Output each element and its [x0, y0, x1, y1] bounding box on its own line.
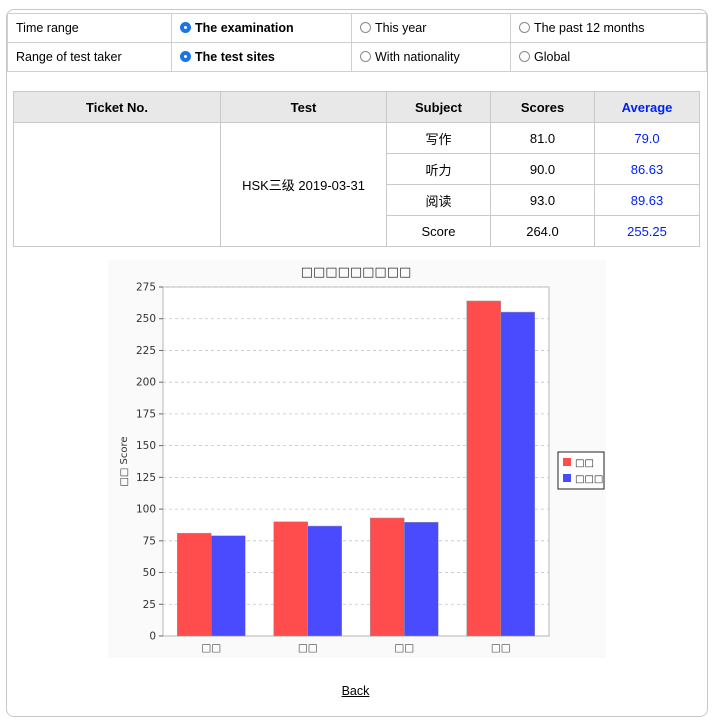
table-row: 阅读 93.0 89.63 [14, 184, 700, 216]
back-link-container: Back [0, 684, 711, 698]
test-taker-option-global[interactable]: Global [510, 42, 707, 72]
bar [500, 311, 535, 637]
filter-table: Time range The examination This year The… [7, 13, 707, 72]
score-cell: 81.0 [490, 122, 595, 154]
average-cell: 79.0 [594, 122, 700, 154]
subject-cell: 听力 [386, 153, 491, 185]
legend-label: □□ [575, 458, 594, 469]
option-label: The past 12 months [534, 21, 645, 35]
time-range-option-examination[interactable]: The examination [171, 13, 352, 43]
test-taker-range-row: Range of test taker The test sites With … [7, 42, 707, 72]
average-cell: 86.63 [594, 153, 700, 185]
header-test: Test [220, 91, 387, 123]
radio-icon[interactable] [519, 51, 530, 62]
time-range-label: Time range [7, 13, 172, 43]
radio-icon[interactable] [360, 51, 371, 62]
y-tick-label: 125 [136, 472, 156, 484]
chart-title: □□□□□□□□□ [301, 265, 412, 280]
option-label: Global [534, 50, 571, 64]
bar [370, 517, 405, 637]
score-cell: 264.0 [490, 215, 595, 247]
y-tick-label: 0 [149, 631, 156, 643]
y-tick-label: 50 [143, 567, 156, 579]
y-tick-label: 175 [136, 408, 156, 420]
ticket-no-cell [13, 122, 221, 247]
score-cell: 90.0 [490, 153, 595, 185]
x-tick-label: □□ [298, 642, 318, 654]
header-subject: Subject [386, 91, 491, 123]
subject-cell: 阅读 [386, 184, 491, 216]
score-cell: 93.0 [490, 184, 595, 216]
bar [466, 300, 501, 637]
option-label: With nationality [375, 50, 460, 64]
x-tick-label: □□ [491, 642, 511, 654]
table-row: HSK三级 2019-03-31 写作 81.0 79.0 [13, 122, 700, 247]
subject-cell: Score [386, 215, 491, 247]
bar [177, 532, 212, 637]
y-tick-label: 75 [143, 535, 156, 547]
legend-label: □□□ [575, 474, 603, 485]
x-tick-label: □□ [394, 642, 414, 654]
y-tick-label: 250 [136, 313, 156, 325]
subject-cell: 写作 [386, 122, 491, 154]
radio-selected-icon[interactable] [180, 22, 191, 33]
radio-icon[interactable] [519, 22, 530, 33]
bar [211, 535, 246, 637]
radio-icon[interactable] [360, 22, 371, 33]
header-scores: Scores [490, 91, 595, 123]
y-axis-label: □□ Score [119, 436, 130, 486]
y-tick-label: 225 [136, 345, 156, 357]
test-taker-option-nationality[interactable]: With nationality [351, 42, 511, 72]
option-label: The test sites [195, 50, 275, 64]
y-tick-label: 25 [143, 599, 156, 611]
radio-selected-icon[interactable] [180, 51, 191, 62]
bar [404, 522, 439, 637]
time-range-option-this-year[interactable]: This year [351, 13, 511, 43]
test-taker-option-test-sites[interactable]: The test sites [171, 42, 352, 72]
header-average: Average [594, 91, 700, 123]
bar [307, 525, 342, 637]
back-link[interactable]: Back [341, 684, 370, 698]
test-taker-range-label: Range of test taker [7, 42, 172, 72]
time-range-option-past-12-months[interactable]: The past 12 months [510, 13, 707, 43]
x-tick-label: □□ [201, 642, 221, 654]
score-table: Ticket No. Test Subject Scores Average H… [13, 91, 700, 247]
average-cell: 255.25 [594, 215, 700, 247]
test-name-cell: HSK三级 2019-03-31 [220, 122, 387, 247]
bar [273, 521, 308, 637]
y-tick-label: 100 [136, 504, 156, 516]
header-ticket-no: Ticket No. [13, 91, 221, 123]
score-chart: 0 25 50 75 100 125 150 175 200 225 250 275 □□ □□ □□ □□ □… [108, 260, 606, 658]
score-table-header: Ticket No. Test Subject Scores Average [13, 91, 700, 123]
y-tick-label: 150 [136, 440, 156, 452]
time-range-row: Time range The examination This year The… [7, 13, 707, 43]
option-label: The examination [195, 21, 294, 35]
option-label: This year [375, 21, 427, 35]
y-tick-label: 200 [136, 377, 156, 389]
y-tick-label: 275 [136, 282, 156, 294]
legend-swatch [563, 458, 571, 466]
legend-swatch [563, 474, 571, 482]
average-cell: 89.63 [594, 184, 700, 216]
table-row: Score 264.0 255.25 [14, 215, 700, 247]
